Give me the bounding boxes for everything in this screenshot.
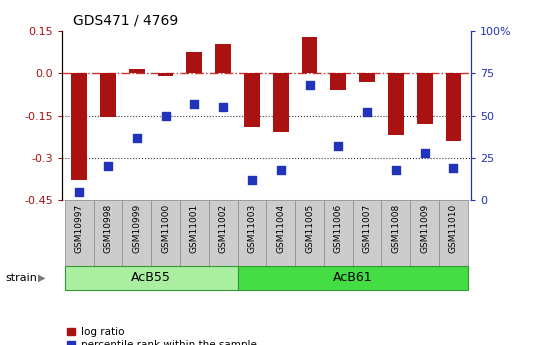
Legend: log ratio, percentile rank within the sample: log ratio, percentile rank within the sa… [67,327,257,345]
Text: GSM10998: GSM10998 [103,204,112,253]
Bar [439,200,468,266]
Text: GSM11008: GSM11008 [391,204,400,253]
Bar [237,200,266,266]
Bar [295,200,324,266]
Bar [302,37,317,73]
Bar [100,73,116,117]
Bar [273,73,288,132]
Text: GSM11001: GSM11001 [190,204,199,253]
Point [305,82,314,88]
Text: GSM10997: GSM10997 [75,204,83,253]
Text: GSM11009: GSM11009 [420,204,429,253]
Bar [330,73,346,90]
Point [190,101,199,107]
Bar [266,200,295,266]
Point [420,150,429,156]
Text: GSM11004: GSM11004 [276,204,285,253]
Bar [244,73,260,127]
Point [219,104,228,110]
Text: AcB61: AcB61 [333,271,372,284]
Bar [215,44,231,73]
Text: ▶: ▶ [38,273,45,283]
Point [449,165,458,171]
Bar [417,73,433,124]
Point [392,167,400,172]
Point [334,143,343,149]
Bar [186,52,202,73]
Point [132,135,141,140]
Bar [129,69,145,73]
Bar [324,200,353,266]
Text: GSM10999: GSM10999 [132,204,141,253]
Text: GSM11002: GSM11002 [218,204,228,253]
Point [75,189,83,195]
Text: AcB55: AcB55 [131,271,171,284]
Point [277,167,285,172]
Point [363,109,371,115]
Bar [410,200,439,266]
Bar [237,266,468,290]
Text: GSM11007: GSM11007 [363,204,372,253]
Bar [359,73,375,82]
Text: GSM11003: GSM11003 [247,204,257,253]
Bar [388,73,404,135]
Text: strain: strain [5,273,37,283]
Bar [180,200,209,266]
Point [104,164,112,169]
Bar [151,200,180,266]
Text: GSM11000: GSM11000 [161,204,170,253]
Bar [122,200,151,266]
Bar [65,200,94,266]
Point [161,113,170,118]
Text: GSM11010: GSM11010 [449,204,458,253]
Bar [158,73,173,76]
Text: GSM11006: GSM11006 [334,204,343,253]
Bar [65,266,237,290]
Bar [209,200,237,266]
Bar [71,73,87,180]
Point [247,177,256,183]
Bar [445,73,462,141]
Bar [353,200,381,266]
Text: GSM11005: GSM11005 [305,204,314,253]
Bar [381,200,410,266]
Bar [94,200,122,266]
Text: GDS471 / 4769: GDS471 / 4769 [73,13,178,28]
